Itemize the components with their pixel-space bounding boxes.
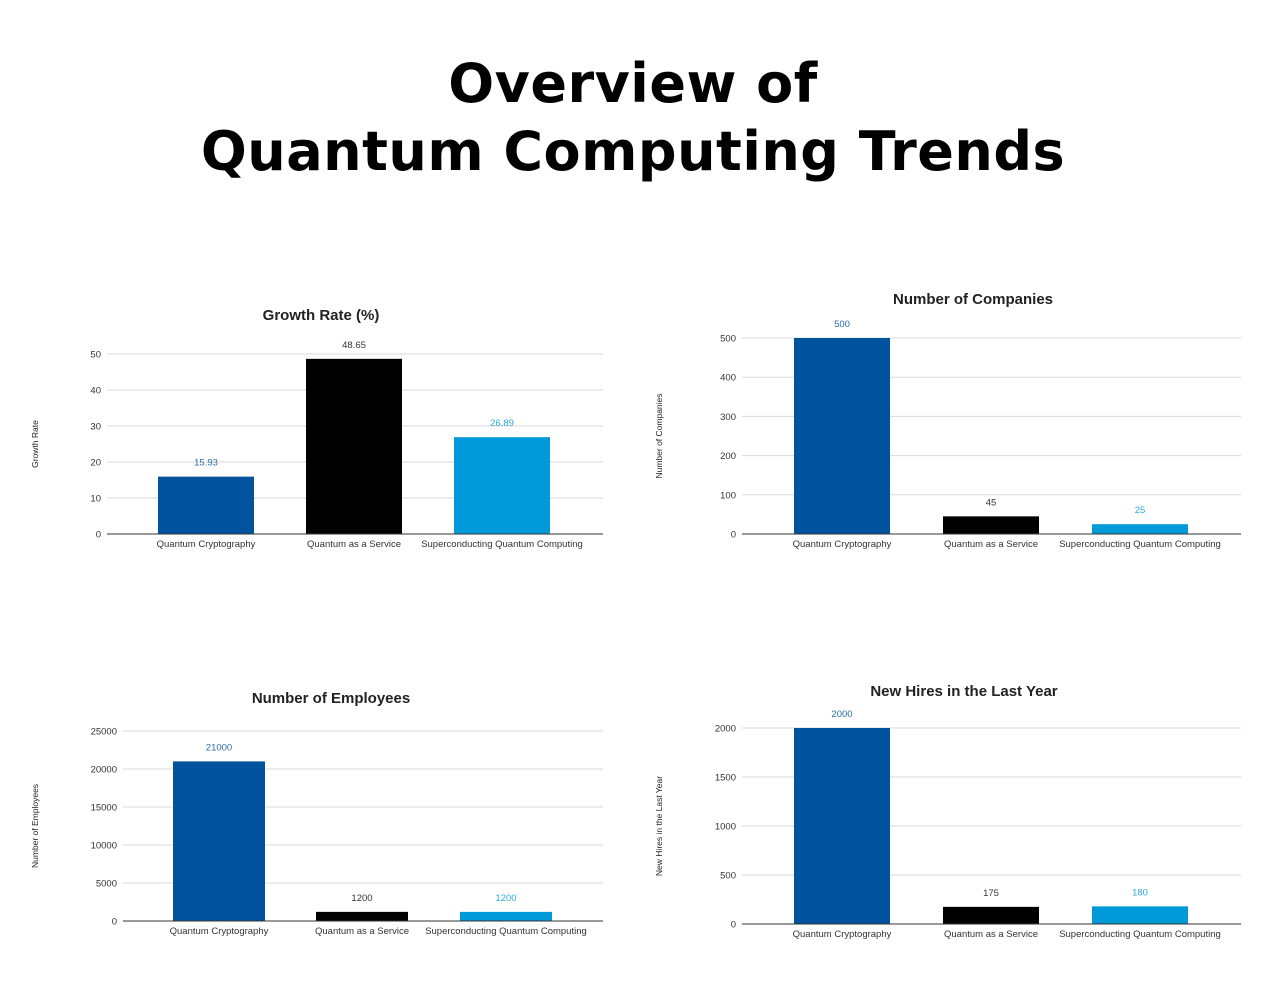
page-title-line-1: Overview of [448, 52, 818, 115]
data-label: 48.65 [342, 340, 366, 351]
data-label: 15.93 [194, 458, 218, 469]
y-tick-label: 30 [90, 422, 101, 433]
y-tick-label: 400 [720, 373, 736, 384]
growth-rate-chart: Growth Rate (%) Growth Rate 0 10 20 30 40 50 15.… [30, 307, 603, 550]
x-category-label: Quantum as a Service [307, 539, 401, 550]
bar-quantum-cryptography [794, 338, 890, 534]
y-axis-title: Growth Rate [30, 420, 40, 468]
x-category-label: Quantum as a Service [315, 926, 409, 937]
x-category-label: Superconducting Quantum Computing [1059, 929, 1221, 940]
data-label: 25 [1135, 505, 1146, 516]
x-category-label: Quantum Cryptography [793, 539, 892, 550]
bar-quantum-as-a-service [306, 358, 402, 534]
bar-quantum-as-a-service [943, 516, 1039, 534]
chart-title: Number of Employees [252, 690, 410, 707]
y-tick-label: 10 [90, 494, 101, 505]
y-tick-label: 20000 [91, 765, 117, 776]
page-title-line-2: Quantum Computing Trends [200, 120, 1066, 183]
y-tick-label: 1500 [715, 773, 736, 784]
y-tick-label: 0 [112, 917, 117, 928]
chart-title: Number of Companies [893, 291, 1053, 308]
y-tick-label: 40 [90, 386, 101, 397]
y-tick-label: 25000 [91, 727, 117, 738]
bar-quantum-as-a-service [943, 906, 1039, 924]
bar-quantum-cryptography [158, 476, 254, 534]
chart-title: Growth Rate (%) [263, 307, 380, 324]
y-tick-label: 15000 [91, 803, 117, 814]
data-label: 175 [983, 888, 999, 899]
data-label: 500 [834, 319, 850, 330]
page-title: Overview of Quantum Computing Trends [0, 50, 1266, 186]
data-label: 45 [986, 497, 997, 508]
new-hires-chart: New Hires in the Last Year New Hires in t… [654, 683, 1241, 940]
x-category-label: Superconducting Quantum Computing [421, 539, 583, 550]
y-tick-label: 0 [731, 530, 736, 541]
data-label: 21000 [206, 742, 232, 753]
data-label: 26.89 [490, 418, 514, 429]
bar-quantum-cryptography [173, 761, 265, 921]
bar-superconducting-quantum-computing [1092, 524, 1188, 534]
y-tick-label: 50 [90, 350, 101, 361]
y-tick-label: 20 [90, 458, 101, 469]
bar-superconducting-quantum-computing [454, 437, 550, 534]
bar-quantum-cryptography [794, 728, 890, 924]
y-tick-label: 0 [731, 920, 736, 931]
x-category-label: Quantum Cryptography [157, 539, 256, 550]
bar-superconducting-quantum-computing [460, 911, 552, 921]
y-tick-label: 500 [720, 334, 736, 345]
y-tick-label: 2000 [715, 724, 736, 735]
number-of-companies-chart: Number of Companies Number of Companies 0 1… [654, 291, 1241, 550]
x-category-label: Superconducting Quantum Computing [1059, 539, 1221, 550]
y-tick-label: 100 [720, 490, 736, 501]
number-of-employees-chart: Number of Employees Number of Employees 0 5… [30, 690, 603, 937]
x-category-label: Superconducting Quantum Computing [425, 926, 587, 937]
y-tick-label: 0 [96, 530, 101, 541]
x-category-label: Quantum Cryptography [170, 926, 269, 937]
y-axis-title: Number of Companies [654, 393, 664, 478]
y-tick-label: 10000 [91, 841, 117, 852]
bar-superconducting-quantum-computing [1092, 906, 1188, 924]
y-tick-label: 1000 [715, 822, 736, 833]
x-category-label: Quantum Cryptography [793, 929, 892, 940]
x-category-label: Quantum as a Service [944, 539, 1038, 550]
x-category-label: Quantum as a Service [944, 929, 1038, 940]
y-tick-label: 200 [720, 451, 736, 462]
y-tick-label: 500 [720, 871, 736, 882]
y-axis-title: Number of Employees [30, 784, 40, 868]
data-label: 1200 [495, 893, 516, 904]
y-axis-title: New Hires in the Last Year [654, 776, 664, 876]
y-tick-label: 300 [720, 412, 736, 423]
data-label: 1200 [351, 893, 372, 904]
y-tick-label: 5000 [96, 879, 117, 890]
chart-title: New Hires in the Last Year [870, 683, 1057, 700]
data-label: 2000 [831, 709, 852, 720]
data-label: 180 [1132, 887, 1148, 898]
bar-quantum-as-a-service [316, 911, 408, 921]
